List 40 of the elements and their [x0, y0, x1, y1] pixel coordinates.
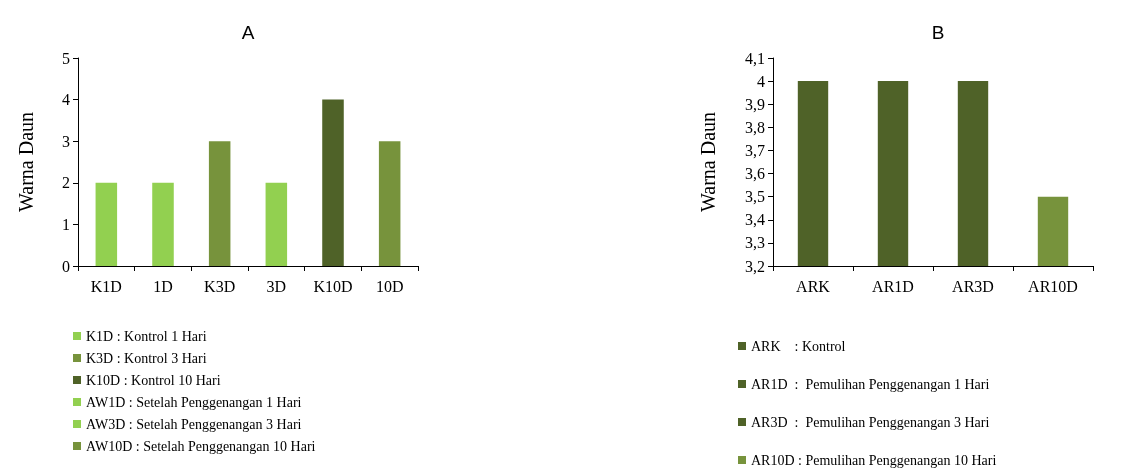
- y-axis-title: Warna Daun: [15, 111, 37, 213]
- x-tick-label: 10D: [375, 277, 404, 295]
- x-tick-label: ARK: [796, 277, 831, 295]
- y-tick-label: 3,4: [745, 211, 765, 229]
- x-tick-label: K1D: [90, 277, 122, 295]
- x-tick-label: AR3D: [952, 277, 994, 295]
- x-tick-label: K3D: [204, 277, 236, 295]
- y-tick-label: 3,5: [745, 188, 765, 206]
- legend-label: AR10D : Pemulihan Penggenangan 10 Hari: [751, 452, 997, 468]
- legend-label: K10D : Kontrol 10 Hari: [86, 372, 221, 388]
- y-tick-label: 2: [62, 174, 70, 192]
- chart-title: B: [931, 22, 945, 43]
- x-tick-label: 1D: [153, 277, 173, 295]
- y-tick-label: 5: [62, 49, 70, 67]
- x-tick-label: AR10D: [1028, 277, 1078, 295]
- legend-label: AW3D : Setelah Penggenangan 3 Hari: [86, 416, 302, 432]
- y-tick-label: 3: [62, 132, 70, 150]
- x-tick-label: 3D: [266, 277, 287, 295]
- legend-label: AR1D : Pemulihan Penggenangan 1 Hari: [751, 376, 990, 392]
- y-tick-label: 3,8: [745, 118, 765, 136]
- y-tick-label: 4: [62, 91, 70, 109]
- legend-label: K3D : Kontrol 3 Hari: [86, 350, 207, 366]
- y-tick-label: 4: [757, 72, 765, 90]
- y-tick-label: 0: [62, 257, 70, 275]
- y-tick-label: 4,1: [745, 49, 765, 67]
- legend-label: AR3D : Pemulihan Penggenangan 3 Hari: [751, 414, 990, 430]
- x-tick-label: K10D: [313, 277, 353, 295]
- legend-label: ARK : Kontrol: [751, 338, 846, 354]
- y-axis-title: Warna Daun: [697, 111, 719, 213]
- y-tick-label: 3,9: [745, 95, 765, 113]
- x-tick-label: AR1D: [872, 277, 914, 295]
- legend-label: K1D : Kontrol 1 Hari: [86, 328, 207, 344]
- y-tick-label: 3,6: [745, 165, 765, 183]
- y-tick-label: 1: [62, 215, 70, 233]
- chart-title: A: [241, 22, 255, 43]
- legend-label: AW10D : Setelah Penggenangan 10 Hari: [86, 438, 316, 454]
- y-tick-label: 3,2: [745, 257, 765, 275]
- y-tick-label: 3,3: [745, 234, 765, 252]
- legend-label: AW1D : Setelah Penggenangan 1 Hari: [86, 394, 302, 410]
- y-tick-label: 3,7: [745, 141, 765, 159]
